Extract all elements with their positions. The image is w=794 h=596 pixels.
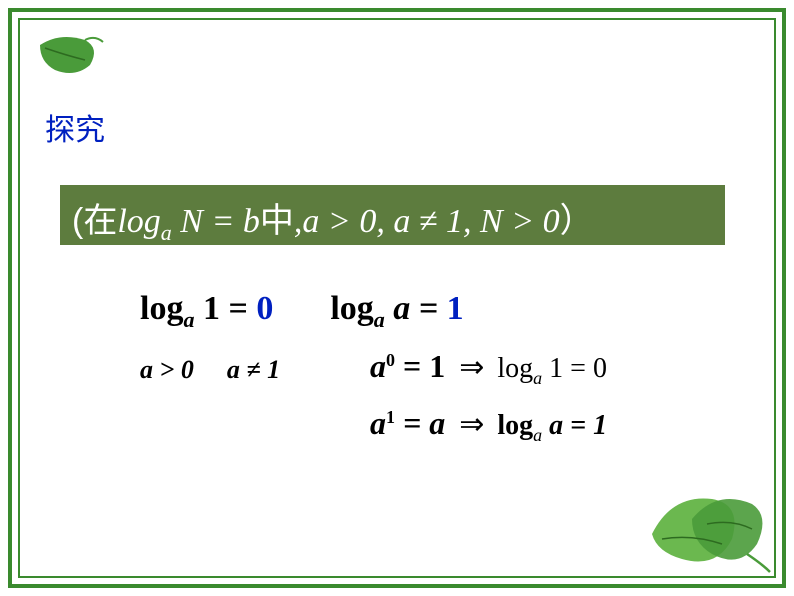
q2-sub: a — [374, 307, 385, 332]
q1: loga 1 = 0 — [140, 290, 273, 333]
bar-suffix: ） — [560, 202, 594, 240]
d1-sub: a — [533, 368, 542, 388]
question-row: loga 1 = 0 loga a = 1 — [140, 290, 464, 333]
d1-res: 1 = 0 — [542, 353, 607, 384]
q1-sub: a — [183, 307, 194, 332]
d1-log: log — [490, 353, 533, 384]
implies-icon: ⇒ — [459, 408, 484, 441]
implies-icon: ⇒ — [459, 351, 484, 384]
d2-exp: 1 — [386, 407, 395, 427]
bar-sub: a — [161, 220, 172, 245]
bar-mid: 中 — [260, 202, 294, 240]
cond2: a ≠ 1 — [227, 355, 280, 384]
bar-prefix: (在 — [72, 202, 117, 240]
q1-log: log — [140, 290, 183, 327]
d2-log: log — [490, 410, 533, 441]
formula-condition-bar: (在loga N = b中,a > 0, a ≠ 1, N > 0） — [60, 185, 725, 245]
d1-exp: 0 — [386, 350, 395, 370]
d2-eq: = a — [395, 405, 453, 441]
conditions-row: a > 0 a ≠ 1 — [140, 355, 280, 385]
leaf-top-icon — [35, 30, 105, 80]
q2-arg: a = — [385, 290, 447, 327]
slide-title: 探究 — [45, 105, 105, 149]
d1-eq: = 1 — [395, 348, 453, 384]
d2-base: a — [370, 405, 386, 441]
q2-answer: 1 — [447, 290, 464, 327]
leaf-bottom-icon — [622, 464, 772, 574]
cond1: a > 0 — [140, 355, 194, 384]
bar-log: log — [117, 203, 160, 240]
d2-sub: a — [533, 425, 542, 445]
q1-answer: 0 — [256, 290, 273, 327]
d2-res: a = 1 — [542, 410, 607, 441]
derivation-1: a0 = 1 ⇒ loga 1 = 0 — [370, 348, 607, 389]
bar-eq: N = b — [172, 203, 260, 240]
bar-cond: ,a > 0, a ≠ 1, N > 0 — [294, 203, 560, 240]
d1-base: a — [370, 348, 386, 384]
q2: loga a = 1 — [330, 290, 463, 333]
q2-log: log — [330, 290, 373, 327]
derivation-2: a1 = a ⇒ loga a = 1 — [370, 405, 607, 446]
q1-arg: 1 = — [194, 290, 256, 327]
